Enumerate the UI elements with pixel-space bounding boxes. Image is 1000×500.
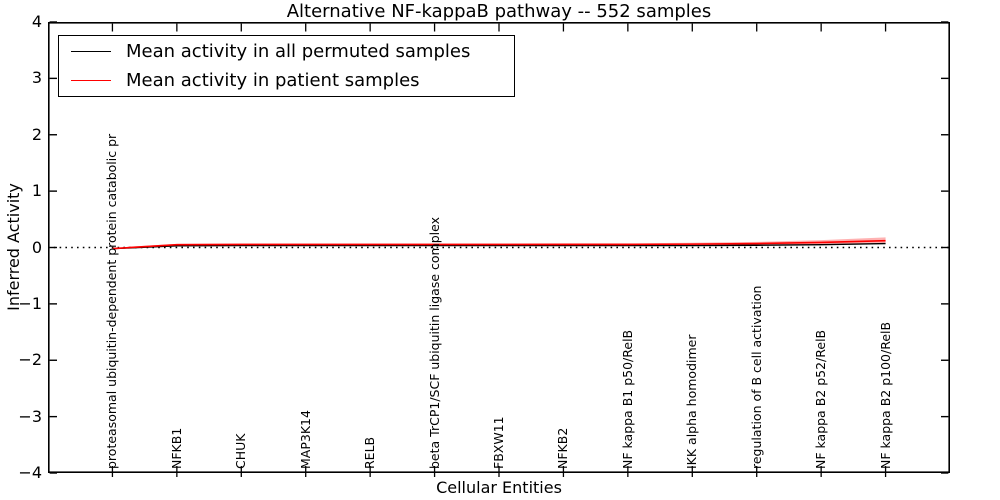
x-tick-label: NF kappa B2 p100/RelB <box>877 321 893 469</box>
legend-entry-patient: Mean activity in patient samples <box>59 67 514 95</box>
y-tick-label: −1 <box>18 293 42 313</box>
x-tick-label: IKK alpha homodimer <box>684 334 700 470</box>
x-tick-label: proteasomal ubiquitin-dependent protein … <box>104 133 120 469</box>
x-tick-label: CHUK <box>233 433 249 469</box>
legend-label-permuted: Mean activity in all permuted samples <box>126 40 471 62</box>
patient-mean-line <box>112 239 886 250</box>
legend-line-permuted-icon <box>71 50 111 52</box>
y-tick-label: 4 <box>31 12 42 31</box>
y-tick-label: −2 <box>18 350 42 370</box>
x-tick-label: RELB <box>362 436 378 469</box>
x-tick-label: NF kappa B2 p52/RelB <box>813 329 829 469</box>
y-tick-label: −4 <box>18 463 42 482</box>
chart-title: Alternative NF-kappaB pathway -- 552 sam… <box>286 1 712 22</box>
y-tick-label: 0 <box>31 237 42 257</box>
legend-label-patient: Mean activity in patient samples <box>126 70 420 92</box>
x-tick-label: MAP3K14 <box>297 410 313 469</box>
x-tick-label: FBXW11 <box>491 416 506 469</box>
x-tick-label: NFKB1 <box>168 427 184 469</box>
x-axis-label: Cellular Entities <box>436 478 562 497</box>
y-tick-label: −3 <box>18 406 42 426</box>
legend-line-patient-icon <box>71 80 111 82</box>
legend: Mean activity in all permuted samples Me… <box>58 35 515 97</box>
y-tick-label: 1 <box>31 181 42 201</box>
plot-area <box>48 21 951 477</box>
legend-entry-permuted: Mean activity in all permuted samples <box>59 37 514 65</box>
permuted-mean-line <box>112 242 886 250</box>
x-tick-label: NFKB2 <box>555 427 571 469</box>
x-tick-label: beta TrCP1/SCF ubiquitin ligase complex <box>426 217 442 469</box>
x-tick-label: NF kappa B1 p50/RelB <box>619 329 635 469</box>
x-tick-label: regulation of B cell activation <box>748 285 764 469</box>
y-tick-label: 3 <box>31 68 42 88</box>
y-tick-label: 2 <box>31 124 42 144</box>
